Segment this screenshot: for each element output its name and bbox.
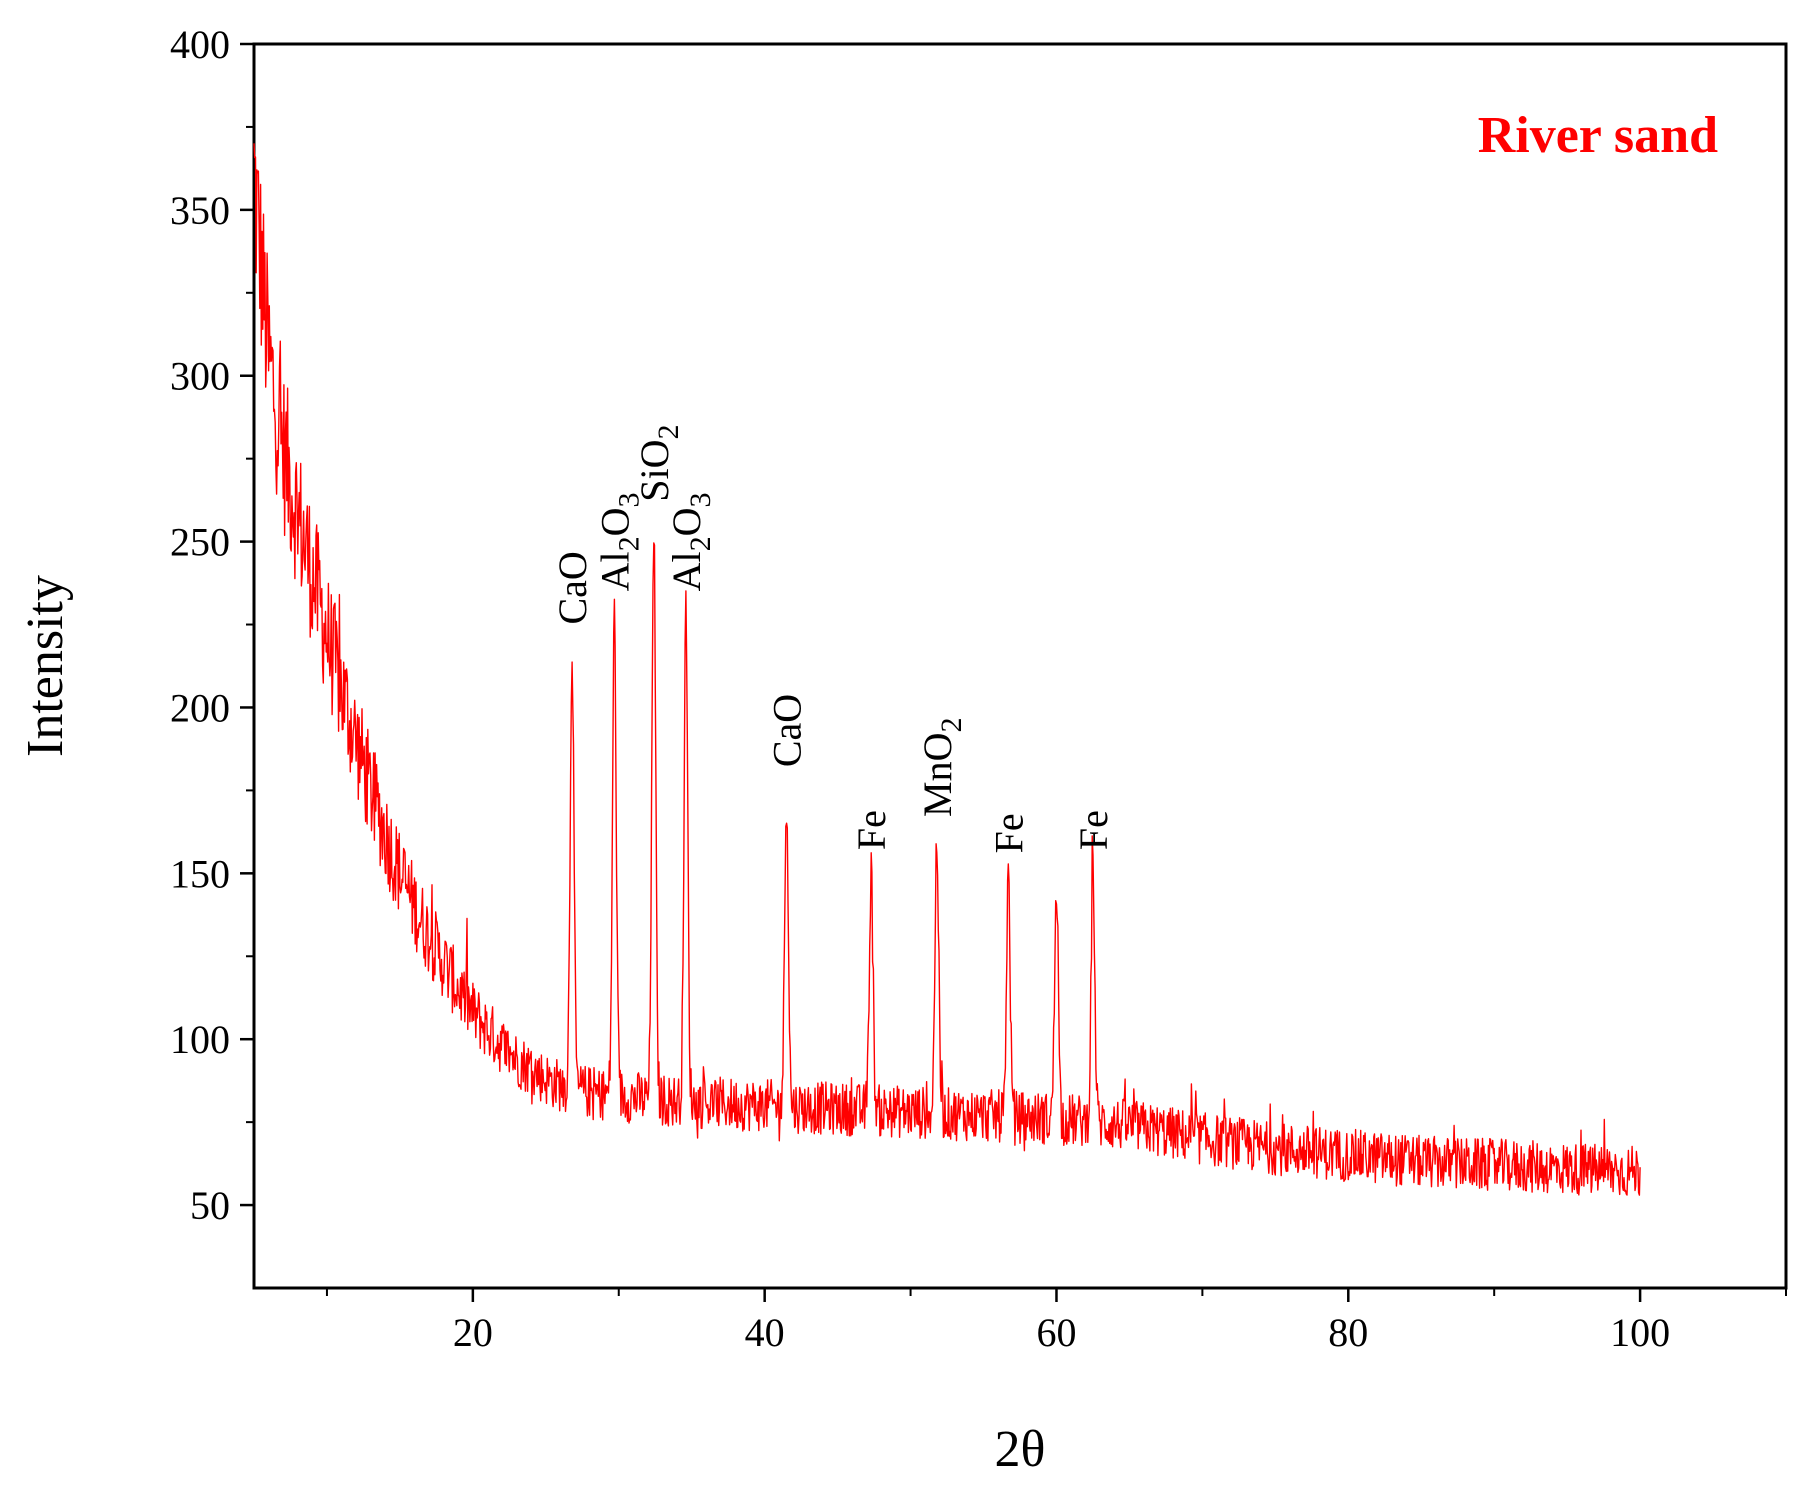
y-tick-label-350: 350 [170,188,230,233]
y-tick-label-300: 300 [170,354,230,399]
y-tick-label-400: 400 [170,22,230,67]
peak-annotation-7: Fe [986,813,1031,853]
y-axis-title: Intensity [17,575,74,757]
plot-frame [252,42,1788,1290]
peak-label-MnO2: MnO2 [915,717,968,816]
peak-annotation-8: Fe [1071,810,1116,850]
y-axis: 50 100 150 200 250 300 350 400 [170,22,254,1228]
x-axis: 20 40 60 80 100 [325,1288,1787,1355]
peak-annotation-5: Fe [849,810,894,850]
x-axis-title: 2θ [995,1421,1046,1478]
y-tick-label-100: 100 [170,1017,230,1062]
y-tick-label-250: 250 [170,520,230,565]
x-tick-label-60: 60 [1036,1310,1076,1355]
peak-label-Fe: Fe [849,810,894,850]
peak-label-Al2O3: Al2O3 [664,492,717,591]
y-tick-label-150: 150 [170,851,230,896]
peak-annotation-1: Al2O3 [592,492,645,591]
series-line-river-sand [253,143,1641,1196]
peak-label-CaO: CaO [550,551,595,624]
y-tick-label-200: 200 [170,685,230,730]
peak-annotation-0: CaO [550,551,595,624]
peak-annotation-4: CaO [765,694,810,767]
peak-label-SiO2: SiO2 [632,425,685,502]
x-tick-label-100: 100 [1610,1310,1670,1355]
peak-annotation-6: MnO2 [915,717,968,816]
peak-label-Fe: Fe [986,813,1031,853]
peak-label-Al2O3: Al2O3 [592,492,645,591]
plot-area [252,42,1788,1290]
y-tick-label-50: 50 [190,1183,230,1228]
peak-annotation-2: SiO2 [632,425,685,502]
x-tick-label-20: 20 [453,1310,493,1355]
x-tick-label-40: 40 [745,1310,785,1355]
peak-annotation-3: Al2O3 [664,492,717,591]
legend-label: River sand [1478,107,1718,164]
peak-label-CaO: CaO [765,694,810,767]
peak-label-Fe: Fe [1071,810,1116,850]
x-tick-label-80: 80 [1328,1310,1368,1355]
